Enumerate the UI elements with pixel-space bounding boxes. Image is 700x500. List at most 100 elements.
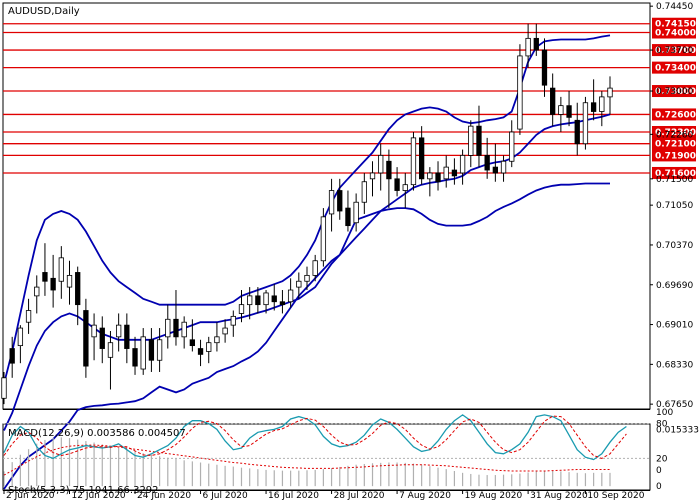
candle-body bbox=[574, 119, 580, 145]
candle-body bbox=[443, 166, 449, 180]
y-tick-label: 0.71500 bbox=[656, 175, 693, 185]
level-label-box bbox=[652, 85, 696, 98]
candle-body bbox=[476, 125, 482, 156]
bollinger-upper-line bbox=[3, 34, 611, 384]
x-tick-label: 7 Aug 2020 bbox=[399, 491, 451, 500]
y-tick-label: 0.69690 bbox=[656, 281, 693, 291]
candle-body bbox=[517, 55, 523, 130]
price-chart-title: AUDUSD,Daily bbox=[8, 6, 80, 17]
stoch-y-tick-label: 0 bbox=[656, 466, 662, 476]
level-label: 0.72600 bbox=[655, 110, 696, 120]
y-tick-label: 0.74450 bbox=[656, 2, 693, 12]
level-label: 0.73000 bbox=[655, 87, 696, 97]
x-axis: 2 Jun 2020 12 Jun 2020 24 Jun 2020 6 Jul 20… bbox=[3, 490, 645, 500]
x-tick-label: 10 Sep 2020 bbox=[587, 491, 644, 500]
stoch-y-tick-label: 80 bbox=[656, 420, 668, 430]
candle-body bbox=[132, 348, 138, 367]
level-label-box bbox=[652, 44, 696, 57]
candle-body bbox=[173, 318, 179, 338]
candle-body bbox=[271, 295, 277, 303]
candle-body bbox=[402, 184, 408, 191]
candle-body bbox=[607, 87, 613, 98]
macd-panel: 0.015333 0 bbox=[3, 425, 699, 492]
level-label-box bbox=[652, 126, 696, 139]
level-label: 0.71900 bbox=[655, 151, 696, 161]
candle-body bbox=[361, 181, 367, 203]
x-tick-label: 16 Jul 2020 bbox=[268, 491, 319, 500]
x-tick-label: 28 Jul 2020 bbox=[334, 491, 385, 500]
candle-body bbox=[206, 342, 212, 352]
candle-body bbox=[427, 172, 433, 180]
x-tick-label: 12 Jun 2020 bbox=[72, 491, 126, 500]
candle-body bbox=[50, 277, 56, 291]
candle-body bbox=[214, 336, 220, 344]
x-tick-label: 19 Aug 2020 bbox=[465, 491, 523, 500]
x-tick-label: 31 Aug 2020 bbox=[530, 491, 588, 500]
candle-body bbox=[148, 339, 155, 361]
candle-body bbox=[590, 102, 597, 112]
x-tick-label: 2 Jun 2020 bbox=[6, 491, 55, 500]
candle-body bbox=[99, 327, 105, 349]
macd-y-tick-label: 0 bbox=[656, 482, 662, 492]
y-tick-label: 0.71050 bbox=[656, 201, 693, 211]
y-tick-label: 0.72260 bbox=[656, 130, 693, 140]
candle-body bbox=[378, 155, 384, 174]
candle-body bbox=[124, 324, 130, 349]
candle-body bbox=[353, 201, 359, 224]
candle-body bbox=[238, 304, 245, 314]
candle-body bbox=[541, 49, 548, 86]
level-label: 0.74000 bbox=[655, 29, 696, 39]
candle-body bbox=[345, 207, 351, 227]
candle-body bbox=[25, 310, 32, 323]
candle-body bbox=[296, 280, 302, 288]
candle-body bbox=[287, 289, 294, 303]
candle-body bbox=[304, 274, 310, 282]
candle-body bbox=[566, 105, 572, 118]
candle-body bbox=[500, 160, 507, 174]
candle-body bbox=[484, 155, 490, 171]
candle-body bbox=[222, 327, 228, 335]
candle-body bbox=[492, 166, 499, 174]
candle-body bbox=[550, 87, 556, 115]
macd-y-tick-label: 0.015333 bbox=[656, 425, 699, 435]
level-label: 0.73700 bbox=[655, 46, 696, 56]
level-label-box bbox=[652, 108, 696, 121]
candle-body bbox=[263, 292, 269, 306]
candle-body bbox=[320, 216, 327, 262]
y-tick-label: 0.67650 bbox=[656, 400, 693, 410]
candle-body bbox=[75, 272, 81, 306]
candle-body bbox=[459, 155, 466, 174]
candle-body bbox=[91, 324, 97, 338]
y-tick-label: 0.68330 bbox=[656, 360, 693, 370]
candle-body bbox=[533, 37, 539, 51]
candle-body bbox=[189, 339, 196, 347]
x-tick-label: 24 Jun 2020 bbox=[137, 491, 191, 500]
candle-body bbox=[451, 169, 458, 177]
candle-body bbox=[58, 257, 64, 282]
candle-body bbox=[247, 295, 253, 306]
level-label-box bbox=[652, 61, 696, 74]
y-tick-label: 0.73000 bbox=[656, 87, 693, 97]
stoch-main-line bbox=[3, 414, 627, 461]
macd-signal-line bbox=[3, 444, 610, 476]
level-label-box bbox=[652, 26, 696, 39]
candle-body bbox=[525, 37, 531, 57]
candle-body bbox=[197, 348, 204, 355]
level-label: 0.74150 bbox=[655, 20, 696, 30]
candle-body bbox=[468, 125, 474, 156]
level-label: 0.71600 bbox=[655, 169, 696, 179]
divider bbox=[3, 490, 650, 491]
level-label: 0.72100 bbox=[655, 140, 696, 150]
candle-body bbox=[279, 301, 286, 306]
candle-body bbox=[369, 172, 376, 180]
candle-body bbox=[83, 310, 89, 367]
level-label-box bbox=[652, 137, 696, 150]
candle-body bbox=[337, 190, 343, 212]
divider bbox=[3, 409, 650, 410]
level-label: 0.73400 bbox=[655, 64, 696, 74]
level-label-box bbox=[652, 166, 696, 179]
candle-body bbox=[230, 315, 236, 326]
